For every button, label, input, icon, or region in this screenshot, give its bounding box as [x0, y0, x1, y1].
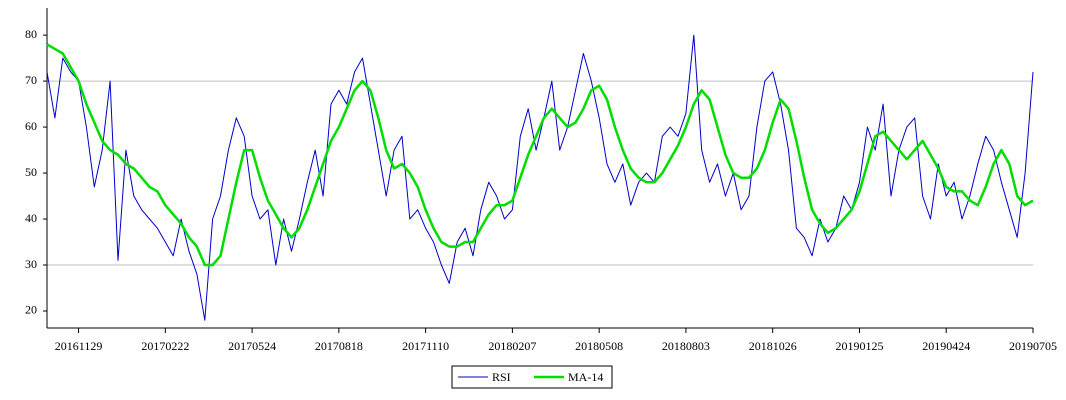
x-tick-label: 20190705 [1009, 339, 1057, 353]
series-line [46, 34, 1034, 321]
y-tick-label: 70 [25, 73, 37, 87]
series-line [46, 43, 1034, 267]
x-tick-label: 20190424 [922, 339, 970, 353]
y-tick-label: 20 [25, 303, 37, 317]
x-tick-label: 20180207 [488, 339, 536, 353]
y-tick-label: 40 [25, 211, 37, 225]
y-tick-label: 60 [25, 119, 37, 133]
legend-box [451, 365, 613, 389]
x-tick-label: 20161129 [55, 339, 103, 353]
x-tick-label: 20170524 [228, 339, 276, 353]
y-tick-label: 30 [25, 257, 37, 271]
legend-label: MA-14 [568, 370, 603, 384]
legend-label: RSI [492, 370, 511, 384]
x-tick-label: 20170818 [315, 339, 363, 353]
y-tick-label: 50 [25, 165, 37, 179]
y-tick-label: 80 [25, 27, 37, 41]
x-tick-label: 20181026 [749, 339, 797, 353]
x-tick-label: 20171110 [402, 339, 449, 353]
x-tick-label: 20180803 [662, 339, 710, 353]
x-tick-label: 20170222 [141, 339, 189, 353]
x-tick-label: 20190125 [835, 339, 883, 353]
x-tick-label: 20180508 [575, 339, 623, 353]
